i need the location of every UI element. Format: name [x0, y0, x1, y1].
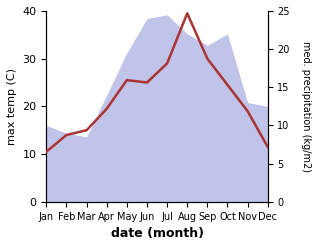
Y-axis label: med. precipitation (kg/m2): med. precipitation (kg/m2): [301, 41, 311, 172]
X-axis label: date (month): date (month): [111, 227, 204, 240]
Y-axis label: max temp (C): max temp (C): [7, 68, 17, 145]
